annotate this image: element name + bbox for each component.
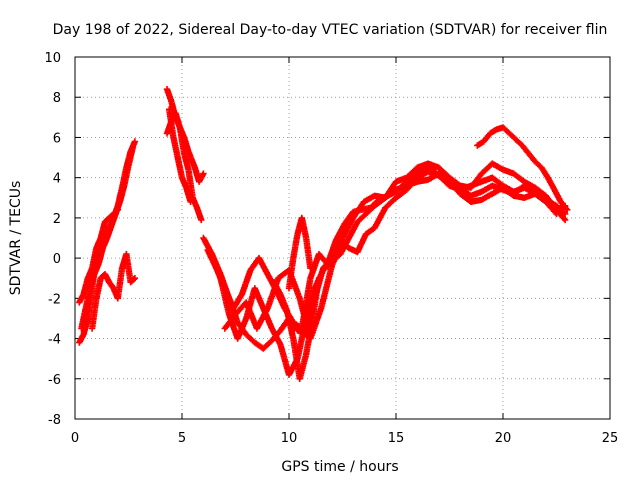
plus-marker-group (221, 170, 560, 342)
series-sat-k (221, 170, 560, 342)
x-tick-label: 15 (388, 431, 405, 446)
y-tick-label: -2 (48, 292, 61, 307)
series-sat-d (88, 250, 139, 332)
x-tick-labels: 0 5 10 15 20 25 (71, 431, 618, 446)
y-tick-label: -6 (48, 373, 61, 388)
chart-title: Day 198 of 2022, Sidereal Day-to-day VTE… (53, 22, 608, 38)
x-axis-label: GPS time / hours (281, 459, 398, 475)
plus-marker-group (474, 124, 571, 213)
y-tick-label: -4 (48, 333, 61, 348)
data-marks (76, 86, 571, 382)
y-tick-label: -8 (48, 413, 61, 428)
y-tick-label: 6 (53, 131, 61, 146)
plus-marker-group (204, 162, 569, 332)
plus-marker-group (166, 106, 194, 205)
plot-frame (74, 56, 611, 420)
grid-layer (74, 56, 611, 420)
plus-marker-group (78, 144, 136, 332)
y-tick-labels: -8 -6 -4 -2 0 2 4 6 8 10 (44, 51, 61, 428)
series-sat-c (76, 206, 121, 306)
plus-marker-group (285, 214, 314, 292)
y-tick-label: 2 (53, 212, 61, 227)
series-sat-m (285, 214, 314, 292)
x-tick-label: 20 (495, 431, 512, 446)
series-sat-l (270, 275, 323, 382)
y-tick-label: 10 (44, 51, 61, 66)
series-sat-g (166, 106, 194, 205)
plus-marker-group (76, 206, 121, 306)
y-tick-label: 0 (53, 252, 61, 267)
y-tick-label: 4 (53, 172, 61, 187)
series-sat-n (474, 124, 571, 213)
x-tick-label: 0 (71, 431, 79, 446)
plus-marker-group (88, 250, 139, 332)
series-sat-b (78, 144, 136, 332)
series-sat-i (204, 162, 569, 332)
y-tick-label: 8 (53, 91, 61, 106)
x-tick-label: 5 (178, 431, 186, 446)
plus-marker-group (270, 275, 323, 382)
y-axis-label: SDTVAR / TECUs (8, 181, 24, 296)
x-tick-label: 25 (602, 431, 619, 446)
x-tick-label: 10 (281, 431, 298, 446)
